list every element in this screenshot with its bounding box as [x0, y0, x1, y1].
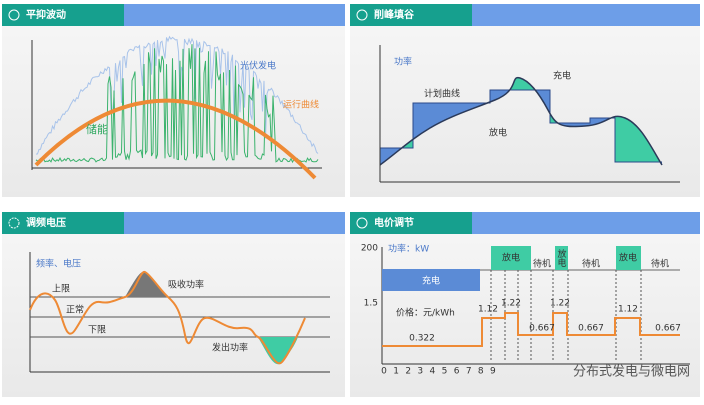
hour-label: 6	[454, 367, 460, 377]
mode-label: 待机	[582, 258, 600, 270]
panel-bg	[2, 212, 345, 397]
price-label: 0.322	[409, 334, 435, 344]
smoothing-diagram: 光伏发电 运行曲线 储能	[31, 35, 322, 180]
mode-label: 放电	[556, 248, 567, 267]
hour-label: 3	[417, 367, 423, 377]
icon	[356, 9, 368, 21]
mode-box	[382, 269, 480, 291]
label: 运行曲线	[283, 99, 319, 111]
frequency-curve	[29, 271, 306, 365]
panel-title: 削峰填谷	[374, 8, 415, 21]
price-label: 0.667	[529, 324, 555, 334]
operation-curve	[34, 98, 317, 180]
mode-box	[491, 246, 531, 270]
panel-title: 调频电压	[26, 216, 66, 229]
icon	[356, 217, 368, 229]
plan-curve	[380, 89, 662, 163]
label: 放电	[489, 127, 507, 139]
panel-bg	[350, 212, 700, 397]
label: 发出功率	[212, 342, 248, 354]
label: 充电	[553, 70, 571, 82]
price-label: 1.22	[550, 299, 570, 309]
hour-label: 5	[442, 367, 448, 377]
panel-bg	[350, 4, 700, 197]
label: 上限	[52, 284, 70, 295]
mode-label: 待机	[533, 258, 551, 270]
icon	[8, 217, 20, 229]
hour-label: 8	[478, 367, 484, 377]
header-tab	[2, 4, 124, 26]
axis-label: 功率：kW	[388, 243, 429, 255]
price-line	[382, 312, 680, 347]
hour-label: 1	[393, 367, 399, 377]
header-tab	[350, 212, 472, 234]
label: 正常	[66, 304, 84, 316]
price-label: 0.667	[578, 324, 604, 334]
tick-label: 1.5	[364, 299, 378, 309]
label: 频率、电压	[36, 258, 81, 270]
header-tab	[2, 212, 124, 234]
mode-label: 充电	[422, 275, 440, 287]
label: 吸收功率	[168, 279, 204, 291]
label: 功率	[394, 56, 412, 68]
label: 储能	[86, 122, 108, 136]
mode-label: 放电	[619, 252, 637, 264]
release-area	[258, 337, 298, 365]
hour-label: 0	[381, 367, 387, 377]
panel-title: 平抑波动	[26, 8, 66, 21]
price-label: 1.12	[618, 305, 638, 315]
axes	[379, 45, 680, 183]
absorb-area	[125, 271, 168, 297]
mode-label: 放电	[502, 252, 520, 264]
watermark: 分布式发电与微电网	[573, 364, 690, 380]
label: 光伏发电	[240, 60, 276, 72]
panel-title: 电价调节	[374, 216, 414, 229]
panels: 平抑波动 削峰填谷 调频电压 电价调节	[2, 4, 700, 397]
axis-label: 价格：元/kWh	[396, 307, 455, 319]
label: 下限	[88, 325, 106, 336]
header-tab	[350, 4, 472, 26]
label: 计划曲线	[424, 88, 460, 100]
tick-label: 200	[361, 244, 378, 254]
frequency-diagram: 频率、电压 上限 正常 下限 吸收功率 发出功率	[29, 252, 330, 373]
mode-label: 待机	[651, 258, 669, 270]
hour-label: 4	[430, 367, 436, 377]
mode-box	[555, 246, 568, 270]
icon	[8, 9, 20, 21]
hour-label: 7	[466, 367, 472, 377]
pv-curve	[35, 35, 319, 155]
price-label: 0.667	[655, 324, 681, 334]
axes	[29, 252, 330, 373]
price-diagram: 200 功率：kW 1.5 价格：元/kWh 充电 放电 待机 放电 待机 放电…	[361, 243, 690, 377]
price-label: 1.12	[478, 305, 498, 315]
hour-label: 9	[490, 367, 496, 377]
axes	[31, 40, 322, 170]
hour-label: 2	[405, 367, 411, 377]
load-curve	[379, 76, 663, 166]
price-label: 1.22	[501, 299, 521, 309]
mode-box	[616, 246, 641, 270]
axes	[381, 247, 690, 365]
